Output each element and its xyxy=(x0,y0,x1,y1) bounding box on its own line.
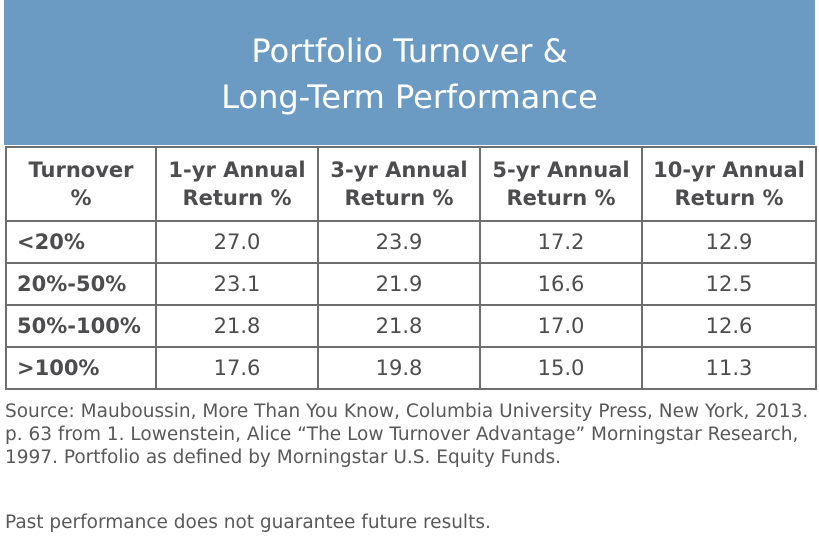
table-cell: 17.2 xyxy=(479,220,643,264)
source-note: Source: Mauboussin, More Than You Know, … xyxy=(5,401,809,468)
column-header-5yr: 5-yr Annual Return % xyxy=(479,146,643,222)
table-cell: 17.6 xyxy=(155,346,319,390)
title-line-1: Portfolio Turnover & xyxy=(251,32,568,70)
table-cell: 23.1 xyxy=(155,262,319,306)
table-cell: 16.6 xyxy=(479,262,643,306)
column-header-line: Return % xyxy=(182,186,292,210)
table-cell: 11.3 xyxy=(641,346,817,390)
table-cell: 12.5 xyxy=(641,262,817,306)
table-cell: 23.9 xyxy=(317,220,481,264)
column-header-turnover: Turnover % xyxy=(5,146,157,222)
column-header-line: Return % xyxy=(344,186,454,210)
table-cell: 21.9 xyxy=(317,262,481,306)
table-cell: 15.0 xyxy=(479,346,643,390)
column-header-line: Turnover xyxy=(28,158,134,182)
table-row: <20% 27.0 23.9 17.2 12.9 xyxy=(5,220,817,264)
table-cell: 27.0 xyxy=(155,220,319,264)
column-header-line: 10-yr Annual xyxy=(653,158,805,182)
disclaimer-note: Past performance does not guarantee futu… xyxy=(5,512,491,533)
column-header-line: Return % xyxy=(674,186,784,210)
column-header-line: 1-yr Annual xyxy=(168,158,306,182)
column-header-line: % xyxy=(70,186,92,210)
table-row: 20%-50% 23.1 21.9 16.6 12.5 xyxy=(5,262,817,306)
row-label: 20%-50% xyxy=(5,262,157,306)
column-header-10yr: 10-yr Annual Return % xyxy=(641,146,817,222)
header-row: Turnover % 1-yr Annual Return % 3-yr Ann… xyxy=(5,146,817,222)
row-label: 50%-100% xyxy=(5,304,157,348)
title-line-2: Long-Term Performance xyxy=(221,78,598,116)
column-header-3yr: 3-yr Annual Return % xyxy=(317,146,481,222)
column-header-line: Return % xyxy=(506,186,616,210)
table-cell: 21.8 xyxy=(155,304,319,348)
table-cell: 17.0 xyxy=(479,304,643,348)
row-label: >100% xyxy=(5,346,157,390)
column-header-1yr: 1-yr Annual Return % xyxy=(155,146,319,222)
table-cell: 21.8 xyxy=(317,304,481,348)
title-banner: Portfolio Turnover & Long-Term Performan… xyxy=(4,0,815,145)
table-row: 50%-100% 21.8 21.8 17.0 12.6 xyxy=(5,304,817,348)
performance-table: Turnover % 1-yr Annual Return % 3-yr Ann… xyxy=(5,146,817,390)
table-cell: 19.8 xyxy=(317,346,481,390)
column-header-line: 5-yr Annual xyxy=(492,158,630,182)
table-cell: 12.9 xyxy=(641,220,817,264)
table-row: >100% 17.6 19.8 15.0 11.3 xyxy=(5,346,817,390)
column-header-line: 3-yr Annual xyxy=(330,158,468,182)
table-cell: 12.6 xyxy=(641,304,817,348)
row-label: <20% xyxy=(5,220,157,264)
